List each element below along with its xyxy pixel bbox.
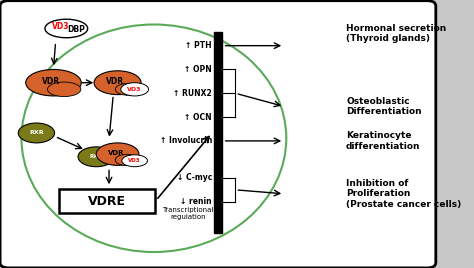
Text: Osteoblastic
Differentiation: Osteoblastic Differentiation [346, 97, 422, 116]
Ellipse shape [96, 143, 139, 165]
Ellipse shape [47, 82, 81, 96]
Text: RXR: RXR [90, 154, 102, 159]
FancyBboxPatch shape [0, 1, 436, 268]
Ellipse shape [115, 83, 141, 95]
Text: Transcriptional
regulation: Transcriptional regulation [163, 207, 214, 220]
Text: ↓ C-myc: ↓ C-myc [177, 173, 212, 183]
Text: ↑ Involucrin: ↑ Involucrin [160, 136, 212, 146]
Ellipse shape [78, 147, 114, 167]
Text: VDR: VDR [108, 150, 125, 156]
Ellipse shape [45, 19, 88, 38]
Ellipse shape [115, 154, 139, 166]
Ellipse shape [26, 69, 81, 96]
Ellipse shape [94, 71, 141, 95]
Text: VDRE: VDRE [88, 195, 126, 208]
Text: VD3: VD3 [128, 158, 141, 163]
Text: ↑ RUNX2: ↑ RUNX2 [173, 89, 212, 98]
Ellipse shape [121, 83, 148, 96]
Ellipse shape [122, 155, 147, 167]
Text: RXR: RXR [29, 131, 44, 135]
Text: VD3: VD3 [128, 87, 142, 92]
Text: ↑ PTH: ↑ PTH [185, 41, 212, 50]
Text: VDR: VDR [106, 77, 125, 86]
Text: VD3: VD3 [53, 22, 70, 31]
Text: ↑ OPN: ↑ OPN [184, 65, 212, 74]
Ellipse shape [18, 123, 55, 143]
Text: Hormonal secretion
(Thyroid glands): Hormonal secretion (Thyroid glands) [346, 24, 447, 43]
Text: ↑ OCN: ↑ OCN [184, 113, 212, 122]
FancyBboxPatch shape [59, 189, 155, 213]
Text: DBP: DBP [67, 25, 85, 34]
Text: Inhibition of
Proliferation
(Prostate cancer cells): Inhibition of Proliferation (Prostate ca… [346, 179, 461, 209]
Bar [214, 32, 222, 233]
Text: Keratinocyte
differentiation: Keratinocyte differentiation [346, 131, 420, 151]
Text: ↓ renin: ↓ renin [180, 197, 212, 206]
Text: VDR: VDR [42, 77, 60, 86]
